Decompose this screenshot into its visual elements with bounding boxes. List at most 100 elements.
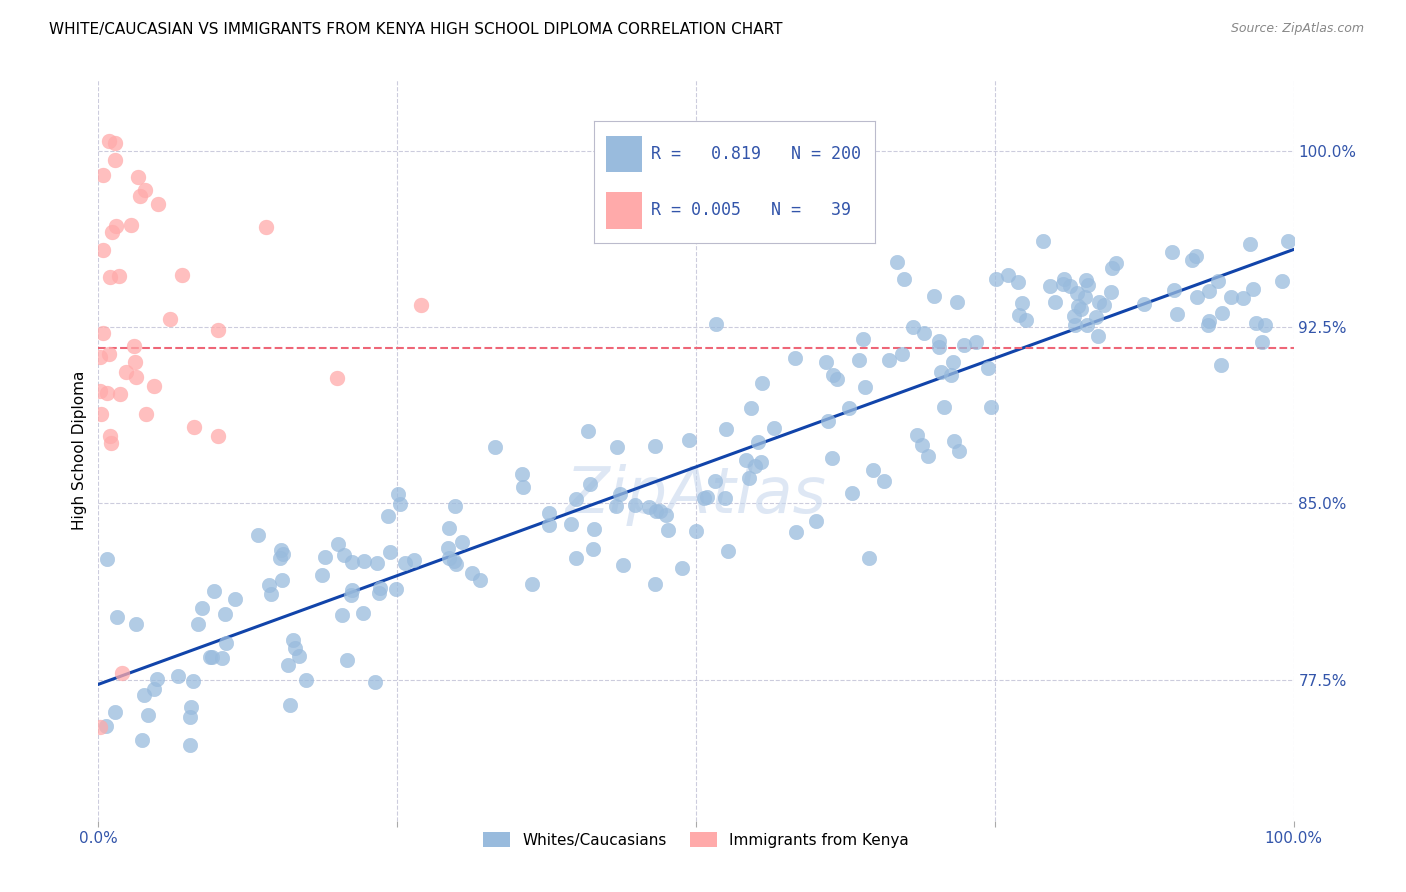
Point bbox=[1063, 310, 1085, 324]
Point bbox=[159, 311, 181, 326]
Point bbox=[108, 269, 131, 284]
Point bbox=[257, 578, 280, 592]
Point bbox=[1099, 285, 1122, 300]
Point bbox=[1101, 260, 1123, 275]
Point bbox=[905, 427, 928, 442]
Point bbox=[207, 429, 229, 443]
Point bbox=[560, 517, 582, 532]
Text: ZipAtlas: ZipAtlas bbox=[565, 464, 827, 526]
Point bbox=[939, 368, 962, 382]
Point bbox=[1161, 244, 1184, 259]
Point bbox=[848, 352, 870, 367]
Point bbox=[277, 657, 299, 672]
Point bbox=[1198, 284, 1220, 298]
Point bbox=[942, 355, 965, 369]
Point bbox=[1198, 314, 1220, 328]
Point bbox=[1077, 278, 1099, 293]
Point bbox=[124, 338, 146, 352]
Point bbox=[269, 550, 291, 565]
Point bbox=[97, 347, 120, 361]
Point bbox=[1211, 306, 1233, 320]
Point bbox=[1008, 308, 1031, 322]
Point bbox=[201, 649, 224, 664]
Point bbox=[146, 197, 169, 211]
Point bbox=[1007, 275, 1029, 289]
Point bbox=[93, 326, 115, 341]
Point bbox=[91, 244, 114, 258]
Point bbox=[314, 549, 336, 564]
Point bbox=[131, 733, 153, 747]
Point bbox=[328, 537, 350, 551]
Point bbox=[105, 219, 128, 234]
Point bbox=[823, 368, 845, 383]
Point bbox=[378, 544, 401, 558]
Point bbox=[110, 387, 132, 401]
Point bbox=[538, 506, 561, 520]
Point bbox=[977, 361, 1000, 376]
Point bbox=[644, 577, 666, 591]
Point bbox=[1251, 335, 1274, 350]
Point bbox=[644, 504, 666, 518]
Point bbox=[1187, 289, 1209, 303]
Point bbox=[965, 334, 987, 349]
Point bbox=[278, 698, 301, 712]
Point bbox=[111, 665, 134, 680]
Point bbox=[717, 544, 740, 558]
Point bbox=[134, 688, 156, 702]
Point bbox=[387, 486, 409, 500]
Point bbox=[436, 541, 458, 556]
Point bbox=[714, 491, 737, 505]
Point bbox=[1052, 277, 1074, 292]
Point bbox=[129, 189, 152, 203]
Point bbox=[444, 557, 467, 571]
Point bbox=[624, 498, 647, 512]
Point bbox=[180, 700, 202, 714]
Point bbox=[838, 401, 860, 415]
Point bbox=[740, 401, 762, 415]
Point bbox=[946, 294, 969, 309]
Point bbox=[1105, 255, 1128, 269]
Point bbox=[340, 589, 363, 603]
Point bbox=[911, 438, 934, 452]
Point bbox=[124, 355, 146, 369]
Text: Source: ZipAtlas.com: Source: ZipAtlas.com bbox=[1230, 22, 1364, 36]
Point bbox=[917, 449, 939, 463]
Point bbox=[1059, 279, 1081, 293]
Point bbox=[1053, 272, 1076, 286]
Point bbox=[901, 319, 924, 334]
Point bbox=[1039, 279, 1062, 293]
Point bbox=[1045, 295, 1067, 310]
Point bbox=[284, 641, 307, 656]
Point bbox=[98, 270, 121, 285]
Point bbox=[1206, 274, 1229, 288]
Point bbox=[146, 672, 169, 686]
Point bbox=[1015, 313, 1038, 327]
Point bbox=[191, 601, 214, 615]
Point bbox=[91, 168, 114, 182]
Point bbox=[1244, 316, 1267, 330]
Point bbox=[932, 400, 955, 414]
Point bbox=[650, 504, 672, 518]
Point bbox=[1209, 358, 1232, 372]
Point bbox=[565, 491, 588, 506]
Point bbox=[295, 673, 318, 688]
Point bbox=[886, 255, 908, 269]
Point bbox=[1076, 273, 1098, 287]
Point bbox=[1088, 294, 1111, 309]
Point bbox=[352, 606, 374, 620]
Point bbox=[1067, 299, 1090, 313]
Point bbox=[326, 371, 349, 385]
Point bbox=[353, 554, 375, 568]
Point bbox=[1254, 318, 1277, 332]
Point bbox=[1133, 297, 1156, 311]
Point bbox=[696, 491, 718, 505]
Point bbox=[714, 422, 737, 436]
Point bbox=[259, 587, 281, 601]
Point bbox=[638, 500, 661, 514]
Point bbox=[402, 553, 425, 567]
Point bbox=[1219, 290, 1241, 304]
Point bbox=[125, 616, 148, 631]
Point bbox=[333, 549, 356, 563]
Legend: Whites/Caucasians, Immigrants from Kenya: Whites/Caucasians, Immigrants from Kenya bbox=[477, 826, 915, 854]
Point bbox=[852, 332, 875, 346]
